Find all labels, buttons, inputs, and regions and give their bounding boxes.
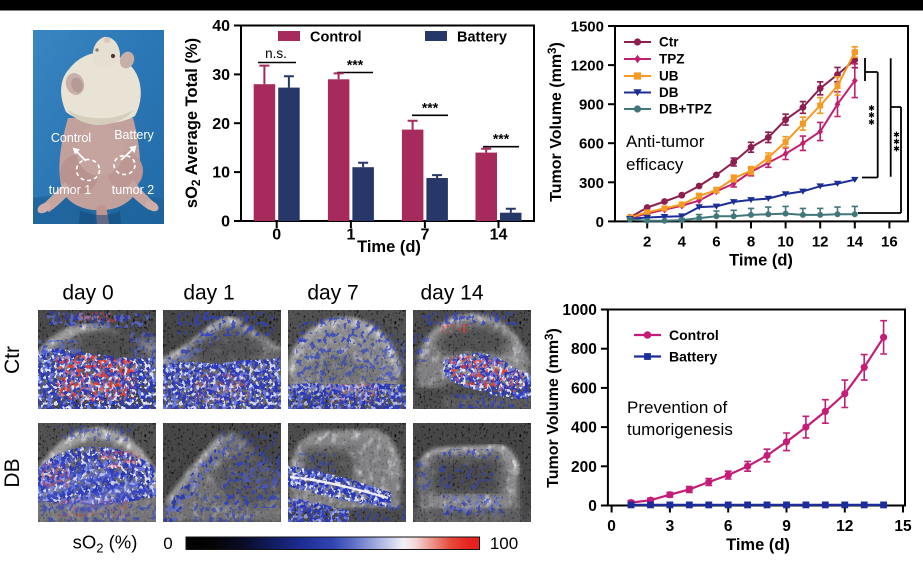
svg-text:Battery: Battery — [669, 349, 717, 365]
svg-text:n.s.: n.s. — [265, 46, 287, 61]
svg-text:4: 4 — [678, 233, 687, 250]
svg-text:2: 2 — [643, 233, 651, 250]
svg-text:sO2 (%): sO2 (%) — [73, 532, 138, 556]
svg-text:100: 100 — [490, 534, 518, 553]
svg-text:6: 6 — [724, 518, 733, 535]
svg-text:12: 12 — [836, 518, 853, 535]
svg-text:day 7: day 7 — [307, 282, 358, 305]
svg-text:7: 7 — [420, 227, 429, 244]
svg-text:Control: Control — [310, 30, 362, 46]
svg-text:DB: DB — [1, 458, 24, 487]
svg-text:Time (d): Time (d) — [357, 238, 421, 256]
svg-text:Control: Control — [51, 131, 91, 145]
svg-text:TPZ: TPZ — [659, 52, 685, 67]
svg-text:Anti-tumor: Anti-tumor — [626, 132, 705, 151]
svg-text:6: 6 — [712, 233, 720, 250]
svg-text:20: 20 — [212, 116, 230, 133]
svg-text:1200: 1200 — [571, 58, 604, 75]
svg-text:1: 1 — [346, 227, 355, 244]
svg-text:***: *** — [422, 99, 439, 115]
svg-text:14: 14 — [846, 233, 863, 250]
svg-text:day 1: day 1 — [183, 282, 234, 305]
svg-text:***: *** — [347, 57, 364, 73]
svg-text:0: 0 — [588, 498, 597, 515]
svg-text:Time (d): Time (d) — [729, 251, 793, 269]
svg-text:1500: 1500 — [571, 19, 604, 36]
svg-text:900: 900 — [579, 97, 604, 114]
svg-text:day 14: day 14 — [420, 282, 483, 305]
svg-text:800: 800 — [571, 341, 597, 358]
svg-text:9: 9 — [782, 518, 791, 535]
svg-text:10: 10 — [212, 165, 230, 182]
svg-text:0: 0 — [163, 534, 172, 553]
svg-text:Ctr: Ctr — [1, 346, 24, 374]
svg-text:DB: DB — [659, 85, 679, 100]
svg-text:400: 400 — [571, 420, 597, 437]
svg-text:tumor 2: tumor 2 — [112, 183, 154, 197]
svg-text:Control: Control — [669, 327, 719, 343]
svg-text:sO2 Average Total (%): sO2 Average Total (%) — [183, 38, 203, 208]
svg-text:1000: 1000 — [562, 302, 596, 319]
svg-text:tumorigenesis: tumorigenesis — [627, 420, 733, 439]
svg-text:efficacy: efficacy — [626, 155, 684, 174]
svg-text:600: 600 — [571, 380, 597, 397]
svg-text:UB: UB — [659, 69, 679, 84]
svg-text:40: 40 — [212, 18, 230, 35]
svg-text:day 0: day 0 — [62, 282, 113, 305]
svg-text:Tumor Volume (mm3): Tumor Volume (mm3) — [544, 328, 562, 488]
svg-text:3: 3 — [666, 518, 675, 535]
svg-text:0: 0 — [272, 227, 281, 244]
svg-text:30: 30 — [212, 67, 230, 84]
svg-text:Tumor Volume (mm3): Tumor Volume (mm3) — [547, 42, 565, 202]
svg-text:Prevention of: Prevention of — [627, 398, 727, 417]
svg-text:Time (d): Time (d) — [726, 536, 790, 554]
svg-text:Battery: Battery — [457, 30, 507, 46]
svg-text:15: 15 — [894, 518, 912, 535]
svg-text:12: 12 — [812, 233, 829, 250]
svg-text:14: 14 — [490, 227, 508, 244]
svg-text:DB+TPZ: DB+TPZ — [659, 102, 712, 117]
svg-text:tumor 1: tumor 1 — [49, 183, 91, 197]
svg-text:0: 0 — [607, 518, 616, 535]
svg-text:600: 600 — [579, 136, 604, 153]
svg-text:0: 0 — [596, 214, 604, 231]
svg-text:10: 10 — [777, 233, 794, 250]
svg-text:300: 300 — [579, 175, 604, 192]
svg-text:0: 0 — [221, 214, 230, 231]
svg-text:Ctr: Ctr — [659, 35, 679, 50]
svg-text:16: 16 — [881, 233, 898, 250]
svg-text:Battery: Battery — [114, 128, 154, 142]
svg-text:200: 200 — [571, 459, 597, 476]
svg-text:***: *** — [493, 131, 510, 147]
svg-text:8: 8 — [747, 233, 755, 250]
